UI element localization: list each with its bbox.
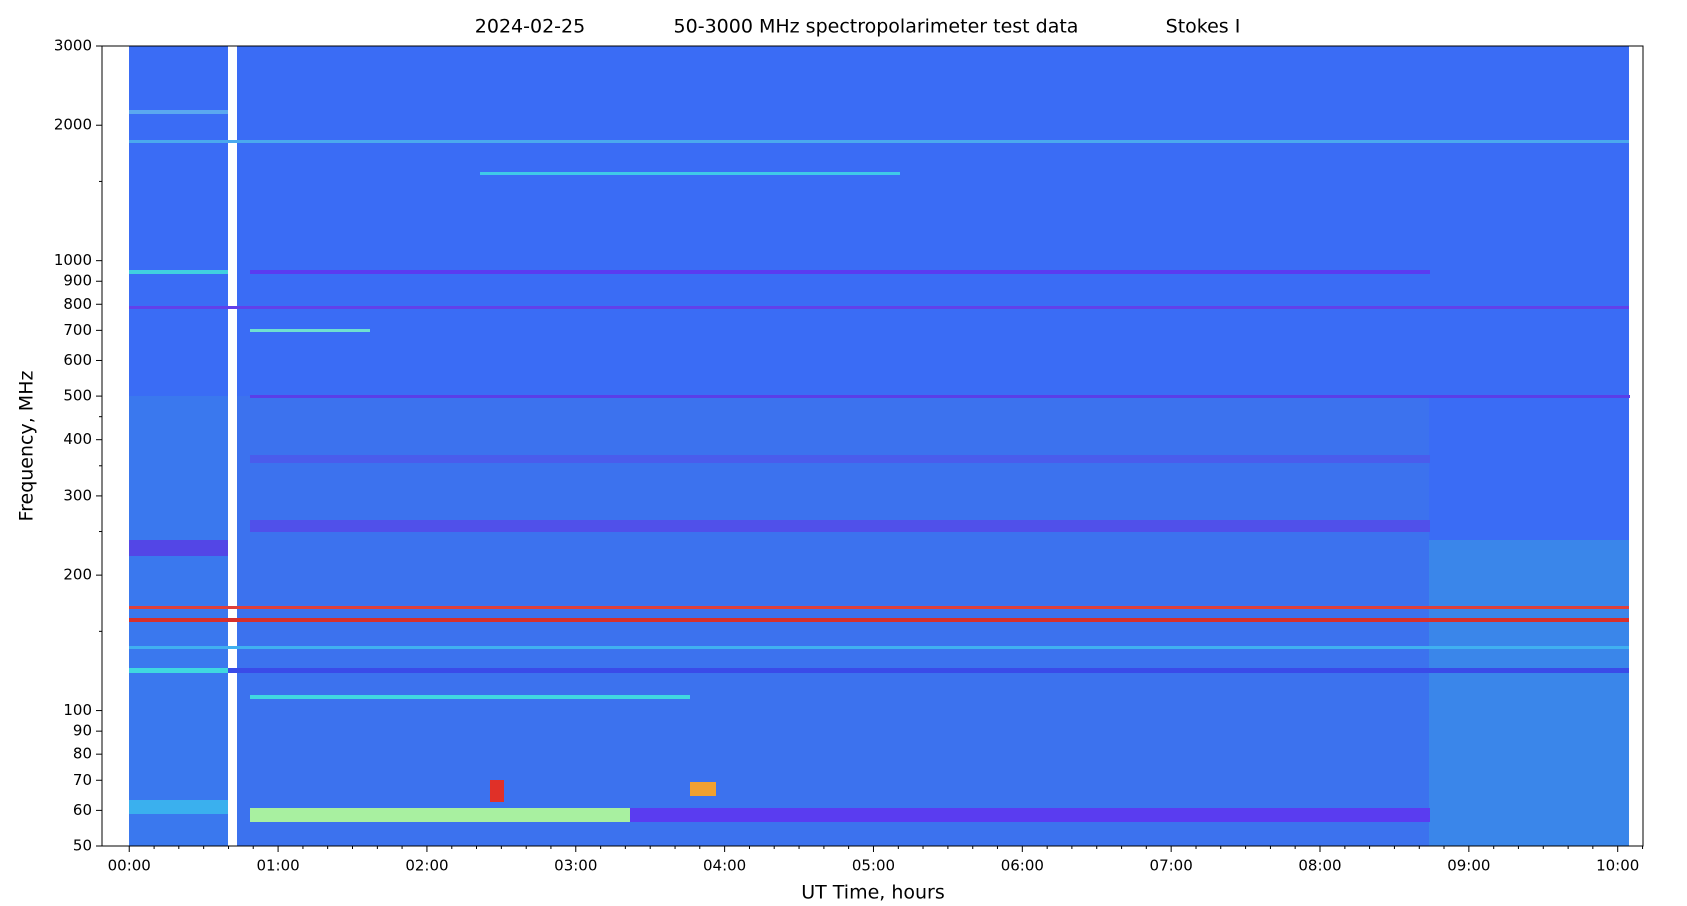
x-tick-label: 09:00 [1447,857,1490,875]
plot-frame [101,45,1644,847]
y-tick-label: 400 [63,430,92,448]
y-tick-label: 800 [63,295,92,313]
x-tick-label: 01:00 [256,857,299,875]
y-tick-label: 3000 [54,37,92,55]
y-tick-label: 300 [63,486,92,504]
y-tick-label: 100 [63,701,92,719]
x-tick-label: 07:00 [1150,857,1193,875]
y-tick-label: 90 [73,722,92,740]
chart-subtitle: Stokes I [1166,16,1241,38]
x-tick-label: 02:00 [405,857,448,875]
x-tick-label: 05:00 [852,857,895,875]
y-tick-label: 2000 [54,116,92,134]
y-tick-label: 900 [63,272,92,290]
y-tick-label: 700 [63,321,92,339]
x-tick-label: 08:00 [1298,857,1341,875]
y-tick-label: 70 [73,771,92,789]
x-axis-label: UT Time, hours [801,882,945,904]
x-tick-label: 10:00 [1596,857,1639,875]
chart-date: 2024-02-25 [475,16,585,38]
y-tick-label: 50 [73,837,92,855]
y-tick-label: 1000 [54,251,92,269]
y-tick-label: 600 [63,351,92,369]
y-tick-label: 60 [73,801,92,819]
y-tick-label: 500 [63,387,92,405]
x-tick-label: 06:00 [1001,857,1044,875]
chart-title: 50-3000 MHz spectropolarimeter test data [674,16,1079,38]
heatmap [129,46,1630,846]
y-tick-label: 200 [63,566,92,584]
y-axis-label: Frequency, MHz [16,371,38,522]
x-tick-label: 00:00 [108,857,151,875]
y-tick-label: 80 [73,745,92,763]
x-tick-label: 03:00 [554,857,597,875]
x-tick-label: 04:00 [703,857,746,875]
